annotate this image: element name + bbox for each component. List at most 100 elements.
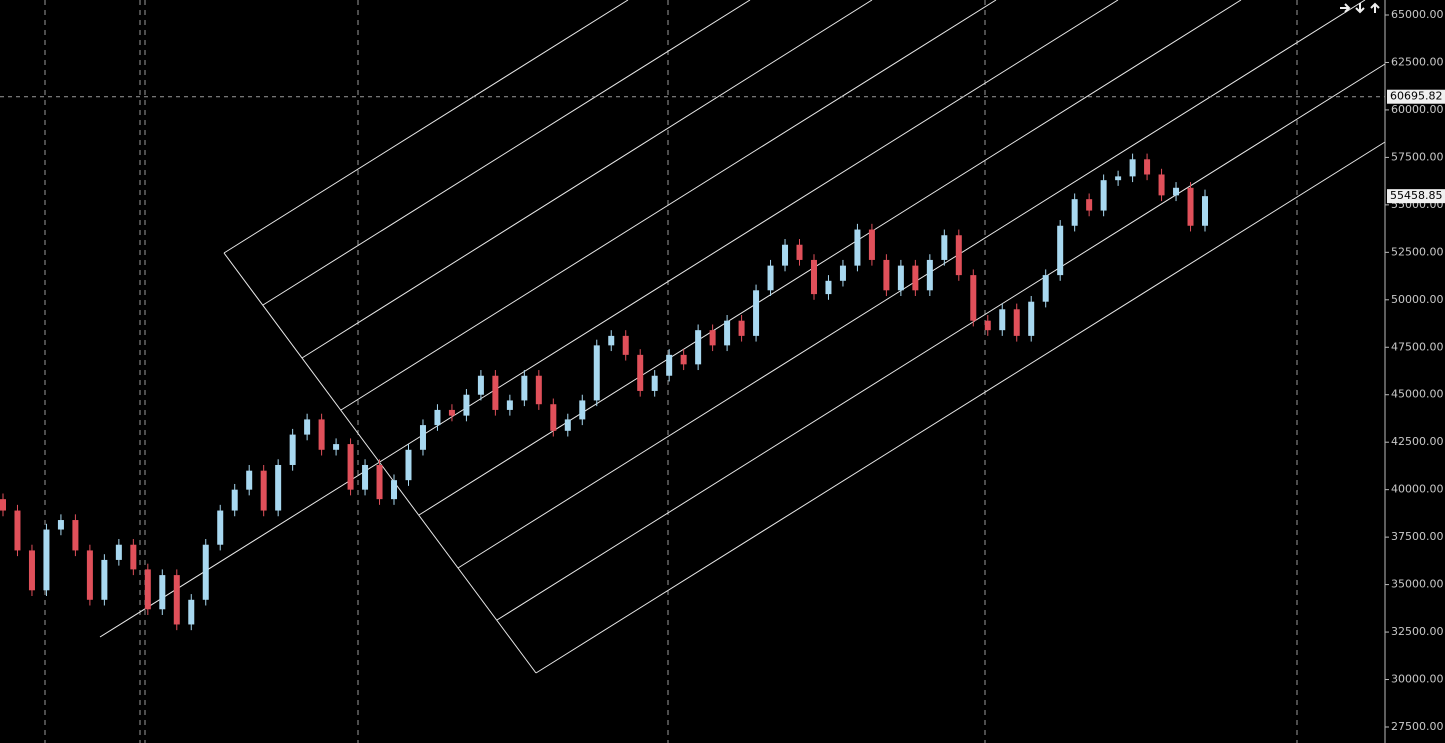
y-tick-label: 27500.00	[1391, 720, 1444, 733]
candle-body	[796, 244, 803, 260]
y-tick-label: 52500.00	[1391, 245, 1444, 258]
crosshair-label-bg	[1387, 89, 1445, 104]
y-tick-label: 35000.00	[1391, 578, 1444, 591]
candle-body	[550, 404, 557, 431]
candle-body	[941, 235, 948, 260]
candle-body	[28, 550, 35, 591]
channel-line	[340, 0, 997, 411]
last-price-label: 55458.85	[1390, 189, 1443, 202]
candle-body	[1144, 159, 1151, 175]
candle-body	[753, 290, 760, 336]
candle-body	[101, 559, 108, 600]
candle-body	[477, 375, 484, 395]
y-tick-label: 30000.00	[1391, 673, 1444, 686]
arrow-down[interactable]	[1355, 3, 1365, 14]
candle-body	[492, 375, 499, 410]
candle-body	[767, 265, 774, 291]
candle-body	[72, 520, 79, 551]
candle-body	[970, 275, 977, 321]
candle-body	[666, 354, 673, 376]
candle-body	[246, 470, 253, 490]
candle-body	[724, 320, 731, 346]
candle-body	[391, 480, 398, 500]
candle-body	[506, 400, 513, 410]
candle-body	[217, 510, 224, 545]
candle-body	[1173, 187, 1180, 196]
candle-body	[86, 550, 93, 600]
candle-body	[521, 375, 528, 401]
candle-body	[695, 330, 702, 365]
channel-line	[535, 141, 1386, 674]
candle-body	[637, 354, 644, 391]
candle-body	[912, 265, 919, 291]
candle-body	[825, 280, 832, 295]
crosshair-label: 60695.82	[1390, 90, 1443, 103]
candle-body	[362, 464, 369, 490]
y-tick-label: 60000.00	[1391, 103, 1444, 116]
y-tick-label: 32500.00	[1391, 625, 1444, 638]
y-tick-label: 50000.00	[1391, 293, 1444, 306]
candle-body	[260, 470, 267, 511]
last-price-label-bg	[1387, 189, 1445, 204]
candle-body	[564, 419, 571, 431]
candle-body	[535, 375, 542, 405]
candle-body	[275, 464, 282, 511]
y-tick-label: 65000.00	[1391, 8, 1444, 21]
candle-body	[593, 345, 600, 401]
channel-line	[99, 0, 1119, 638]
candle-body	[43, 529, 50, 591]
candle-body	[376, 464, 383, 500]
arrow-up[interactable]	[1370, 2, 1380, 13]
y-tick-label: 47500.00	[1391, 340, 1444, 353]
candle-body	[1042, 275, 1049, 302]
candle-body	[318, 419, 325, 450]
candle-body	[1115, 176, 1122, 181]
candle-body	[304, 419, 311, 435]
candle-body	[608, 335, 615, 346]
channel-line	[223, 0, 629, 254]
candle-body	[463, 394, 470, 416]
candle-body	[1013, 309, 1020, 336]
candle-body	[289, 434, 296, 465]
candle-body	[57, 520, 64, 530]
candle-body	[0, 499, 6, 511]
candle-body	[999, 309, 1006, 331]
arrow-right[interactable]	[1340, 3, 1351, 13]
candle-body	[579, 400, 586, 420]
candle-body	[333, 444, 340, 450]
candle-body	[955, 235, 962, 276]
candle-body	[159, 575, 166, 610]
channel-line	[496, 63, 1386, 621]
candle-body	[622, 335, 629, 355]
candle-body	[1187, 187, 1194, 226]
channel-drawing	[99, 0, 1386, 674]
candle-body	[173, 575, 180, 625]
channel-line	[457, 0, 1366, 569]
candle-body	[434, 409, 441, 426]
candle-body	[115, 544, 122, 560]
candle-body	[926, 259, 933, 291]
y-tick-label: 57500.00	[1391, 150, 1444, 163]
channel-line	[418, 0, 1242, 516]
candle-body	[419, 425, 426, 450]
y-tick-label: 37500.00	[1391, 530, 1444, 543]
candle-body	[1129, 159, 1136, 177]
channel-line	[262, 0, 751, 306]
candle-body	[854, 229, 861, 266]
candle-body	[231, 489, 238, 511]
y-tick-label: 40000.00	[1391, 483, 1444, 496]
y-tick-label: 42500.00	[1391, 435, 1444, 448]
candle-body	[405, 449, 412, 481]
channel-line	[301, 0, 873, 359]
candle-body	[883, 259, 890, 291]
candle-body	[1158, 174, 1165, 196]
candle-body	[868, 229, 875, 260]
candle-body	[1057, 225, 1064, 276]
candle-body	[1028, 301, 1035, 336]
candle-body	[130, 544, 137, 570]
candle-body	[1202, 196, 1208, 226]
navigation-arrows[interactable]	[1340, 2, 1380, 14]
candle-body	[188, 599, 195, 625]
candle-body	[984, 320, 991, 331]
candle-body	[897, 265, 904, 291]
